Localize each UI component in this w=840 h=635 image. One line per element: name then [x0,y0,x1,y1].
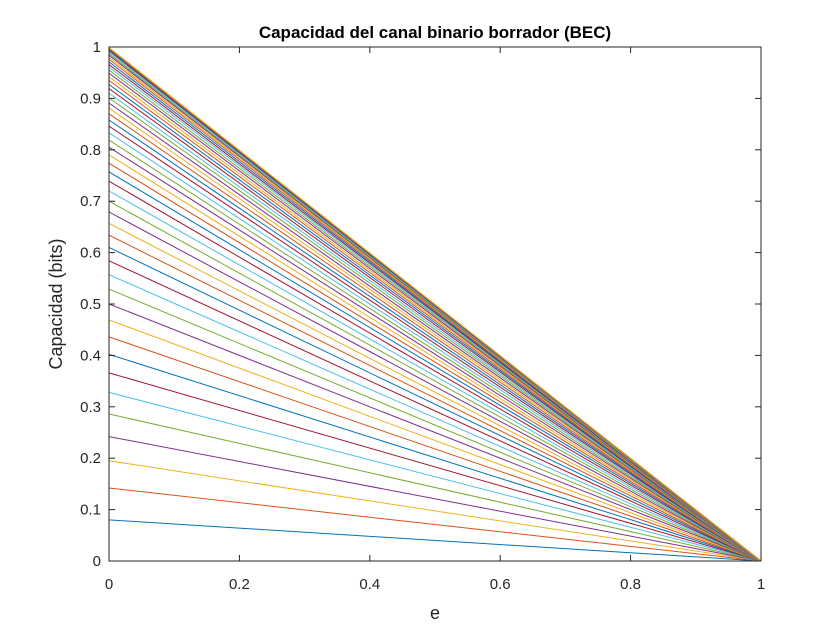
y-tick-label: 0.2 [80,450,101,467]
series-line [108,154,762,562]
y-tick-label: 0.7 [80,193,101,210]
y-tick-label: 1 [93,39,101,56]
x-ticks: 0 0.2 0.4 0.6 0.8 1 [105,47,765,593]
y-tick-label: 0.3 [80,399,101,416]
y-tick-label: 0.1 [80,502,101,519]
x-tick-label: 0.6 [490,576,511,593]
series-line [108,200,762,562]
series-group [108,47,762,562]
series-line [108,107,762,562]
y-tick-label: 0.6 [80,245,101,262]
series-line [108,460,762,562]
series-line [108,171,762,562]
series-line [108,113,762,562]
chart-title: Capacidad del canal binario borrador (BE… [259,23,611,42]
y-tick-label: 0.8 [80,142,101,159]
series-line [108,519,762,562]
x-tick-label: 0 [105,576,113,593]
series-line [108,487,762,562]
x-tick-label: 0.2 [229,576,250,593]
y-ticks: 0 0.1 0.2 0.3 0.4 0.5 0.6 0.7 0.8 0.9 1 [80,39,761,570]
series-line [108,211,762,562]
series-line [108,222,762,562]
series-line [108,391,762,562]
series-line [108,119,762,562]
y-tick-label: 0 [93,553,101,570]
series-line [108,336,762,562]
y-axis-label: Capacidad (bits) [46,238,66,369]
x-tick-label: 1 [757,576,765,593]
series-line [108,180,762,562]
series-line [108,139,762,562]
series-line [108,413,762,562]
x-axis-label: e [430,603,440,623]
series-line [108,234,762,562]
x-tick-label: 0.8 [620,576,641,593]
series-line [108,288,762,562]
series-line [108,88,762,562]
series-line [108,92,762,562]
series-line [108,353,762,562]
series-line [108,97,762,562]
y-tick-label: 0.4 [80,347,101,364]
series-line [108,247,762,562]
series-line [108,260,762,562]
x-tick-label: 0.4 [359,576,380,593]
series-line [108,47,762,562]
series-line [108,303,762,562]
series-line [108,162,762,562]
series-line [108,190,762,562]
series-line [108,372,762,562]
series-line [108,132,762,562]
series-line [108,146,762,562]
series-line [108,436,762,562]
y-tick-label: 0.5 [80,296,101,313]
series-line [108,84,762,562]
series-line [108,125,762,562]
series-line [108,274,762,562]
series-line [108,319,762,562]
series-line [108,102,762,562]
y-tick-label: 0.9 [80,90,101,107]
